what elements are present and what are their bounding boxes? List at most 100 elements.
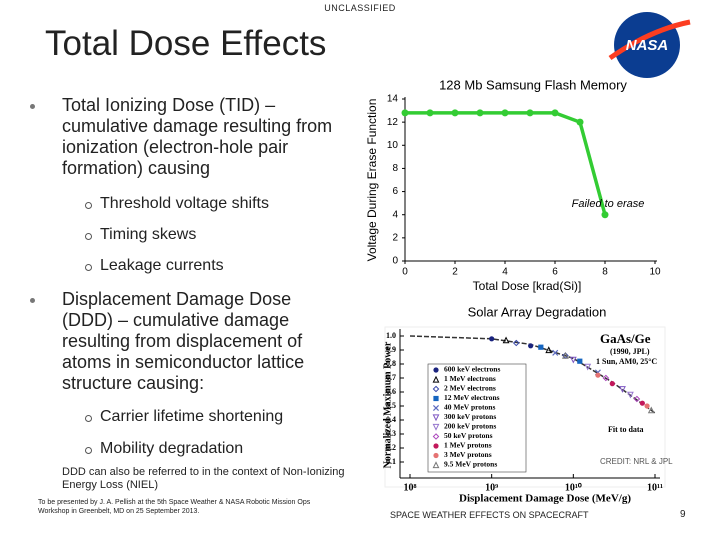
legend-marker bbox=[432, 423, 440, 431]
legend-marker bbox=[433, 443, 439, 449]
data-point bbox=[426, 109, 434, 117]
y-tick-label: 0.7 bbox=[386, 373, 396, 382]
annotation: Failed to erase bbox=[572, 198, 645, 210]
y-tick-label: 14 bbox=[387, 94, 399, 105]
legend-marker bbox=[432, 385, 440, 393]
logo-swoosh bbox=[608, 19, 691, 61]
legend-label: 9.5 MeV protons bbox=[444, 460, 497, 469]
x-axis-label: Total Dose [krad(Si)] bbox=[473, 279, 582, 293]
data-point bbox=[577, 358, 583, 364]
x-tick-label: 10 bbox=[649, 267, 661, 278]
legend-label: 2 MeV electrons bbox=[444, 384, 496, 393]
legend-box bbox=[427, 363, 527, 473]
bullet: Total Ionizing Dose (TID) – cumulative d… bbox=[62, 95, 333, 178]
logo-text: NASA bbox=[626, 37, 669, 54]
sub-bullet-ring bbox=[85, 447, 92, 454]
sub-bullet: Leakage currents bbox=[100, 257, 224, 274]
nasa-logo: NASA bbox=[608, 12, 691, 78]
chart-title: Solar Array Degradation bbox=[468, 304, 607, 319]
data-point bbox=[526, 109, 534, 117]
sub-bullet: Carrier lifetime shortening bbox=[100, 408, 284, 425]
footer-center: SPACE WEATHER EFFECTS ON SPACECRAFT bbox=[390, 510, 589, 520]
annotation: (1990, JPL) bbox=[610, 347, 650, 356]
data-point bbox=[451, 109, 459, 117]
y-tick-label: 6 bbox=[392, 186, 398, 197]
note: DDD can also be referred to in the conte… bbox=[62, 466, 345, 491]
data-point bbox=[545, 346, 553, 354]
data-point bbox=[584, 363, 592, 371]
sub-bullet-ring bbox=[85, 415, 92, 422]
y-tick-label: 0 bbox=[392, 256, 398, 267]
sub-bullet: Timing skews bbox=[100, 226, 197, 243]
y-tick-label: 4 bbox=[392, 209, 398, 220]
sub-bullet-ring bbox=[85, 264, 92, 271]
x-tick-label: 2 bbox=[452, 267, 458, 278]
data-point bbox=[489, 336, 495, 342]
legend-label: 300 keV protons bbox=[444, 412, 496, 421]
x-tick-label: 10⁸ bbox=[404, 482, 417, 493]
legend-label: 200 keV protons bbox=[444, 422, 496, 431]
data-point bbox=[528, 343, 534, 349]
data-point bbox=[501, 109, 509, 117]
y-tick-label: 12 bbox=[387, 117, 399, 128]
x-tick-label: 8 bbox=[602, 267, 608, 278]
x-tick-label: 4 bbox=[502, 267, 508, 278]
legend-marker bbox=[432, 404, 440, 412]
sub-bullet: Mobility degradation bbox=[100, 440, 244, 457]
data-point bbox=[401, 109, 409, 117]
y-tick-label: 0.4 bbox=[386, 415, 396, 424]
data-point bbox=[512, 339, 520, 347]
y-axis-label: Voltage During Erase Function bbox=[365, 99, 379, 262]
data-point bbox=[562, 351, 569, 359]
y-tick-label: 0.3 bbox=[386, 429, 396, 438]
data-point bbox=[627, 391, 634, 399]
data-point bbox=[602, 374, 610, 382]
y-axis-label: Normalized Maximum Power bbox=[382, 341, 393, 468]
legend-marker bbox=[432, 375, 440, 383]
annotation: Fit to data bbox=[608, 425, 644, 434]
sub-bullet-ring bbox=[85, 233, 92, 240]
y-tick-label: 0.9 bbox=[386, 345, 396, 354]
presenter-note: To be presented by J. A. Pellish at the … bbox=[38, 499, 311, 515]
y-tick-label: 2 bbox=[392, 232, 398, 243]
bullet-dot bbox=[30, 298, 35, 303]
data-point bbox=[647, 406, 655, 414]
y-tick-label: 0.5 bbox=[386, 401, 396, 410]
legend-label: 1 MeV electrons bbox=[444, 374, 496, 383]
y-tick-label: 0.1 bbox=[386, 457, 396, 466]
legend-marker bbox=[432, 433, 440, 440]
bullet: Displacement Damage Dose (DDD) – cumulat… bbox=[62, 289, 305, 393]
classification: UNCLASSIFIED bbox=[324, 3, 396, 13]
x-axis-label: Displacement Damage Dose (MeV/g) bbox=[459, 493, 631, 505]
data-point bbox=[595, 372, 601, 378]
data-point bbox=[619, 386, 626, 393]
annotation: 1 Sun, AM0, 25°C bbox=[596, 357, 657, 366]
legend-label: 40 MeV protons bbox=[444, 403, 495, 412]
annotation: CREDIT: NRL & JPL bbox=[600, 457, 673, 466]
legend-label: 12 MeV electrons bbox=[444, 393, 500, 402]
data-point bbox=[538, 344, 544, 350]
legend-marker bbox=[433, 395, 439, 402]
bullet-dot bbox=[30, 104, 35, 109]
legend-marker bbox=[433, 452, 439, 459]
data-point bbox=[576, 118, 584, 126]
x-tick-label: 10⁹ bbox=[485, 482, 498, 493]
x-tick-label: 0 bbox=[402, 267, 408, 278]
x-tick-label: 10¹⁰ bbox=[565, 482, 582, 493]
y-tick-label: 0.6 bbox=[386, 387, 396, 396]
chart-title: 128 Mb Samsung Flash Memory bbox=[439, 77, 627, 92]
legend-marker bbox=[432, 414, 440, 422]
data-point bbox=[551, 109, 559, 117]
x-tick-label: 10¹¹ bbox=[647, 482, 663, 493]
sub-bullet: Threshold voltage shifts bbox=[100, 195, 269, 212]
data-point bbox=[601, 211, 609, 219]
y-tick-label: 1.0 bbox=[386, 331, 396, 340]
data-point bbox=[633, 395, 641, 403]
fit-line bbox=[409, 335, 656, 414]
legend-label: 1 MeV protons bbox=[444, 441, 492, 450]
y-tick-label: 0.2 bbox=[386, 443, 396, 452]
data-point bbox=[476, 109, 484, 117]
y-tick-label: 8 bbox=[392, 163, 398, 174]
y-tick-label: 0.8 bbox=[386, 359, 396, 368]
